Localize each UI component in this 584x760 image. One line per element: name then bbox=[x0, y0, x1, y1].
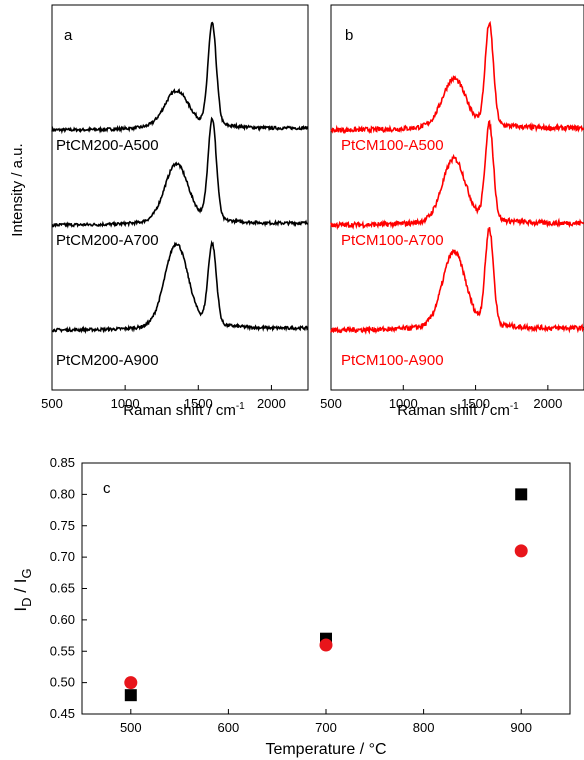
x-tick-label: 900 bbox=[510, 720, 532, 735]
panel-c: c 500 600 700 800 900 0.450.500.550.600.650.… bbox=[11, 455, 571, 758]
y-tick-label: 0.45 bbox=[50, 706, 75, 721]
panel-a-x-ticks: 500 1000 1500 2000 bbox=[41, 385, 286, 411]
y-tick-label: 0.60 bbox=[50, 612, 75, 627]
panel-c-points bbox=[124, 488, 528, 702]
y-tick-label: 0.85 bbox=[50, 455, 75, 470]
spectrum-line bbox=[51, 116, 309, 229]
panel-c-x-ticks: 500 600 700 800 900 bbox=[120, 709, 532, 735]
panel-b-x-ticks: 500 1000 1500 2000 bbox=[320, 385, 562, 411]
y-tick-label: 0.65 bbox=[50, 581, 75, 596]
x-tick-label: 500 bbox=[320, 396, 342, 411]
spectrum-line bbox=[330, 20, 584, 135]
y-tick-label: 0.50 bbox=[50, 675, 75, 690]
panel-c-y-ticks: 0.45 0.50 0.55 0.60 0.65 0.70 0.75 0.80 0.85 bbox=[50, 455, 87, 721]
panel-a-x-axis-label: Raman shift / cm-1 bbox=[123, 401, 245, 419]
panel-b: b PtCM100-A500 PtCM100-A700 PtCM100-A900 5… bbox=[320, 4, 584, 419]
series-label: PtCM100-A900 bbox=[341, 352, 444, 369]
x-tick-label: 1000 bbox=[389, 396, 418, 411]
circle-point bbox=[319, 638, 333, 652]
square-point bbox=[515, 488, 528, 501]
panel-a-spectra: PtCM200-A500 PtCM200-A700 PtCM200-A900 bbox=[51, 21, 309, 369]
panel-b-label: b bbox=[345, 27, 353, 44]
x-tick-label: 800 bbox=[413, 720, 435, 735]
panel-b-x-axis-label: Raman shift / cm-1 bbox=[397, 401, 519, 419]
spectrum-line bbox=[330, 119, 584, 231]
x-tick-label: 500 bbox=[120, 720, 142, 735]
x-tick-label: 600 bbox=[218, 720, 240, 735]
panel-a-label: a bbox=[64, 27, 73, 44]
y-tick-label: 0.75 bbox=[50, 518, 75, 533]
series-label: PtCM200-A500 bbox=[56, 137, 159, 154]
panel-b-spectra: PtCM100-A500 PtCM100-A700 PtCM100-A900 bbox=[330, 20, 584, 369]
spectrum-line bbox=[330, 227, 584, 335]
panel-c-x-axis-label: Temperature / °C bbox=[265, 741, 386, 758]
panel-a-y-axis-label: Intensity / a.u. bbox=[9, 143, 26, 236]
y-tick-label: 0.55 bbox=[50, 643, 75, 658]
spectrum-line bbox=[51, 21, 309, 135]
panel-c-label: c bbox=[103, 480, 111, 497]
panel-c-frame bbox=[81, 462, 571, 715]
x-tick-label: 700 bbox=[315, 720, 337, 735]
x-tick-label: 1000 bbox=[111, 396, 140, 411]
series-label: PtCM200-A900 bbox=[56, 352, 159, 369]
spectrum-line bbox=[51, 239, 309, 335]
x-tick-label: 1500 bbox=[461, 396, 490, 411]
y-tick-label: 0.80 bbox=[50, 486, 75, 501]
x-tick-label: 2000 bbox=[533, 396, 562, 411]
series-label: PtCM100-A700 bbox=[341, 232, 444, 249]
series-label: PtCM100-A500 bbox=[341, 137, 444, 154]
square-point bbox=[124, 689, 137, 702]
circle-point bbox=[514, 544, 528, 558]
panel-b-frame bbox=[330, 4, 584, 391]
x-tick-label: 1500 bbox=[184, 396, 213, 411]
panel-a: a PtCM200-A500 PtCM200-A700 PtCM200-A900 5… bbox=[9, 4, 309, 419]
panel-c-y-axis-label: ID / IG bbox=[11, 568, 34, 611]
panel-a-frame bbox=[51, 4, 309, 391]
circle-point bbox=[124, 676, 138, 690]
series-label: PtCM200-A700 bbox=[56, 232, 159, 249]
x-tick-label: 2000 bbox=[257, 396, 286, 411]
y-tick-label: 0.70 bbox=[50, 549, 75, 564]
x-tick-label: 500 bbox=[41, 396, 63, 411]
